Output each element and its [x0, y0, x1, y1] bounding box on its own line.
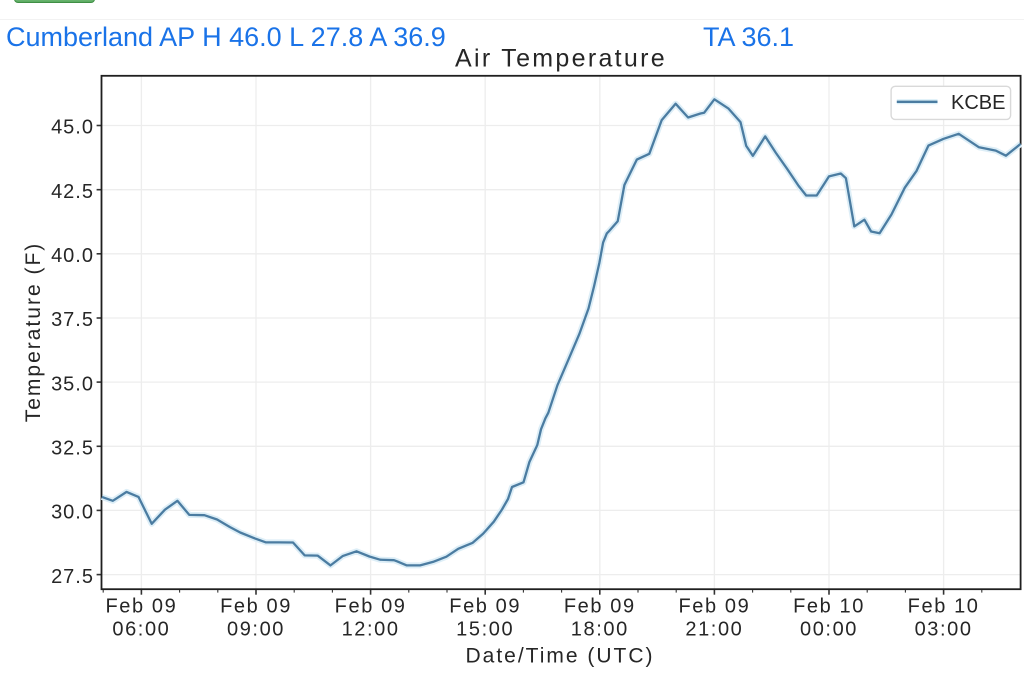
svg-text:00:00: 00:00	[800, 618, 858, 640]
svg-text:Feb 09: Feb 09	[220, 596, 292, 618]
svg-text:Temperature (F): Temperature (F)	[22, 242, 45, 423]
svg-text:Feb 10: Feb 10	[793, 596, 865, 618]
svg-text:Feb 09: Feb 09	[449, 596, 521, 618]
svg-text:32.5: 32.5	[51, 438, 94, 460]
svg-text:30.0: 30.0	[51, 502, 94, 524]
svg-text:Feb 10: Feb 10	[908, 596, 980, 618]
svg-text:45.0: 45.0	[51, 117, 94, 139]
svg-text:37.5: 37.5	[51, 309, 94, 331]
svg-text:03:00: 03:00	[915, 618, 973, 640]
svg-text:40.0: 40.0	[51, 245, 94, 267]
svg-text:18:00: 18:00	[571, 618, 629, 640]
svg-text:27.5: 27.5	[51, 566, 94, 588]
svg-text:42.5: 42.5	[51, 181, 94, 203]
svg-text:15:00: 15:00	[456, 618, 514, 640]
svg-text:Feb 09: Feb 09	[335, 596, 407, 618]
svg-text:Air Temperature: Air Temperature	[455, 45, 667, 73]
svg-text:Feb 09: Feb 09	[564, 596, 636, 618]
svg-text:Feb 09: Feb 09	[105, 596, 177, 618]
svg-text:06:00: 06:00	[112, 618, 170, 640]
svg-text:12:00: 12:00	[342, 618, 400, 640]
svg-text:21:00: 21:00	[685, 618, 743, 640]
svg-text:Feb 09: Feb 09	[678, 596, 750, 618]
svg-text:Date/Time (UTC): Date/Time (UTC)	[465, 645, 654, 668]
svg-text:35.0: 35.0	[51, 373, 94, 395]
svg-text:KCBE: KCBE	[951, 92, 1005, 114]
svg-text:09:00: 09:00	[227, 618, 285, 640]
